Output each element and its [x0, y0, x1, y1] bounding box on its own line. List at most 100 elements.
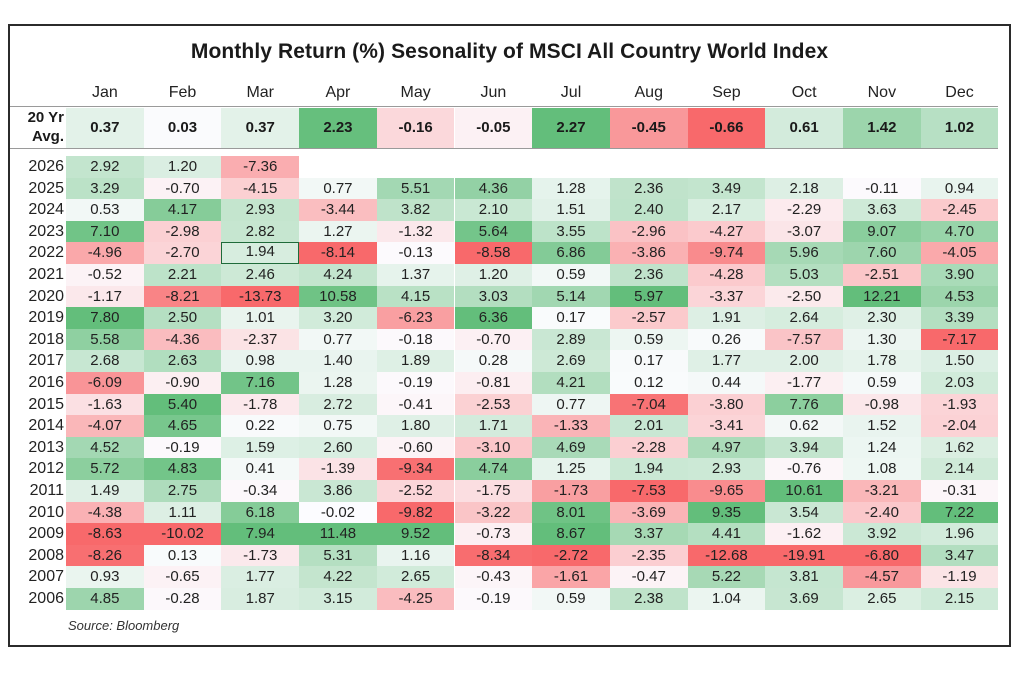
- heatmap-cell[interactable]: -1.73: [532, 480, 610, 502]
- heatmap-cell[interactable]: -0.41: [376, 393, 455, 416]
- heatmap-cell[interactable]: -8.14: [299, 242, 377, 264]
- heatmap-cell[interactable]: 4.97: [687, 436, 766, 459]
- heatmap-cell[interactable]: -0.90: [143, 372, 222, 394]
- heatmap-cell[interactable]: 2.63: [143, 350, 222, 372]
- heatmap-cell[interactable]: 4.52: [66, 436, 144, 459]
- heatmap-cell[interactable]: -6.23: [376, 307, 455, 329]
- heatmap-cell[interactable]: -0.76: [765, 458, 843, 480]
- heatmap-cell[interactable]: 5.40: [143, 393, 222, 416]
- heatmap-cell[interactable]: 12.21: [843, 285, 921, 308]
- heatmap-cell[interactable]: 2.36: [609, 264, 688, 286]
- heatmap-cell[interactable]: 0.28: [454, 350, 533, 372]
- heatmap-cell[interactable]: 0.44: [687, 372, 766, 394]
- heatmap-cell[interactable]: -12.68: [687, 544, 766, 567]
- heatmap-cell[interactable]: 3.63: [843, 199, 921, 221]
- heatmap-cell[interactable]: 1.27: [299, 220, 377, 243]
- heatmap-cell[interactable]: 0.98: [221, 350, 300, 372]
- heatmap-cell[interactable]: 9.52: [376, 523, 455, 545]
- heatmap-cell[interactable]: -2.45: [920, 199, 999, 221]
- heatmap-cell[interactable]: 0.17: [532, 307, 610, 329]
- heatmap-cell[interactable]: -0.60: [376, 436, 455, 459]
- heatmap-cell[interactable]: -1.19: [920, 566, 999, 588]
- heatmap-cell[interactable]: -6.80: [843, 544, 921, 567]
- heatmap-cell[interactable]: 2.00: [765, 350, 843, 372]
- heatmap-cell[interactable]: 4.36: [454, 177, 533, 200]
- heatmap-cell[interactable]: -2.51: [843, 264, 921, 286]
- heatmap-cell[interactable]: -1.78: [221, 393, 300, 416]
- heatmap-cell[interactable]: -9.82: [376, 501, 455, 524]
- heatmap-cell[interactable]: -0.31: [920, 480, 999, 502]
- heatmap-cell[interactable]: 3.39: [920, 307, 999, 329]
- heatmap-cell[interactable]: -0.65: [143, 566, 222, 588]
- heatmap-cell[interactable]: 1.50: [920, 350, 999, 372]
- heatmap-cell[interactable]: 0.77: [299, 177, 377, 200]
- heatmap-cell[interactable]: 5.14: [532, 285, 610, 308]
- heatmap-cell[interactable]: -2.96: [609, 220, 688, 243]
- heatmap-cell[interactable]: 2.18: [765, 177, 843, 200]
- heatmap-cell[interactable]: -2.29: [765, 199, 843, 221]
- heatmap-cell[interactable]: 2.92: [66, 156, 144, 178]
- heatmap-cell[interactable]: 2.65: [843, 588, 921, 610]
- heatmap-cell[interactable]: -8.21: [143, 285, 222, 308]
- heatmap-cell[interactable]: -4.96: [66, 242, 144, 264]
- heatmap-cell[interactable]: -10.02: [143, 523, 222, 545]
- heatmap-cell[interactable]: 4.70: [920, 220, 999, 243]
- heatmap-cell[interactable]: 2.60: [299, 436, 377, 459]
- heatmap-cell[interactable]: 3.81: [765, 566, 843, 588]
- heatmap-cell[interactable]: 2.36: [609, 177, 688, 200]
- heatmap-cell[interactable]: 3.82: [376, 199, 455, 221]
- heatmap-cell[interactable]: 3.37: [609, 523, 688, 545]
- heatmap-cell[interactable]: 4.24: [299, 264, 377, 286]
- heatmap-cell[interactable]: -3.69: [609, 501, 688, 524]
- heatmap-cell[interactable]: 1.04: [687, 588, 766, 610]
- heatmap-cell[interactable]: 1.28: [532, 177, 610, 200]
- heatmap-cell[interactable]: 5.22: [687, 566, 766, 588]
- heatmap-cell[interactable]: 1.77: [221, 566, 300, 588]
- heatmap-cell[interactable]: -7.36: [221, 156, 300, 178]
- heatmap-cell[interactable]: 0.93: [66, 566, 144, 588]
- heatmap-cell[interactable]: 0.59: [609, 328, 688, 351]
- heatmap-cell[interactable]: 4.65: [143, 415, 222, 437]
- heatmap-cell[interactable]: 4.21: [532, 372, 610, 394]
- heatmap-cell[interactable]: -7.04: [609, 393, 688, 416]
- heatmap-cell[interactable]: 4.83: [143, 458, 222, 480]
- heatmap-cell[interactable]: 4.15: [376, 285, 455, 308]
- heatmap-cell[interactable]: -0.18: [376, 328, 455, 351]
- heatmap-cell[interactable]: -3.21: [843, 480, 921, 502]
- heatmap-cell[interactable]: 3.29: [66, 177, 144, 200]
- heatmap-cell[interactable]: 4.53: [920, 285, 999, 308]
- heatmap-cell[interactable]: -1.17: [66, 285, 144, 308]
- heatmap-cell[interactable]: 1.25: [532, 458, 610, 480]
- heatmap-cell[interactable]: 5.58: [66, 328, 144, 351]
- heatmap-cell[interactable]: 0.94: [920, 177, 999, 200]
- heatmap-cell[interactable]: -3.80: [687, 393, 766, 416]
- heatmap-cell[interactable]: -0.70: [454, 328, 533, 351]
- heatmap-cell[interactable]: -2.57: [609, 307, 688, 329]
- heatmap-cell[interactable]: -0.73: [454, 523, 533, 545]
- heatmap-cell[interactable]: -7.17: [920, 328, 999, 351]
- heatmap-cell[interactable]: 0.62: [765, 415, 843, 437]
- heatmap-cell[interactable]: 1.51: [532, 199, 610, 221]
- heatmap-cell[interactable]: 2.14: [920, 458, 999, 480]
- heatmap-cell[interactable]: 5.64: [454, 220, 533, 243]
- heatmap-cell[interactable]: -8.34: [454, 544, 533, 567]
- heatmap-cell[interactable]: -0.13: [376, 242, 455, 264]
- heatmap-cell[interactable]: 4.85: [66, 588, 144, 610]
- heatmap-cell[interactable]: 2.17: [687, 199, 766, 221]
- heatmap-cell[interactable]: 2.30: [843, 307, 921, 329]
- heatmap-cell[interactable]: 2.64: [765, 307, 843, 329]
- heatmap-cell[interactable]: 4.17: [143, 199, 222, 221]
- heatmap-cell[interactable]: -4.15: [221, 177, 300, 200]
- heatmap-cell[interactable]: -1.61: [532, 566, 610, 588]
- heatmap-cell[interactable]: 3.90: [920, 264, 999, 286]
- heatmap-cell[interactable]: -0.28: [143, 588, 222, 610]
- heatmap-cell[interactable]: 5.03: [765, 264, 843, 286]
- heatmap-cell[interactable]: 0.59: [532, 588, 610, 610]
- heatmap-cell[interactable]: 2.89: [532, 328, 610, 351]
- heatmap-cell[interactable]: 0.59: [532, 264, 610, 286]
- heatmap-cell[interactable]: -0.52: [66, 264, 144, 286]
- heatmap-cell[interactable]: 1.24: [843, 436, 921, 459]
- heatmap-cell[interactable]: -0.43: [454, 566, 533, 588]
- heatmap-cell[interactable]: 5.51: [376, 177, 455, 200]
- heatmap-cell[interactable]: 1.91: [687, 307, 766, 329]
